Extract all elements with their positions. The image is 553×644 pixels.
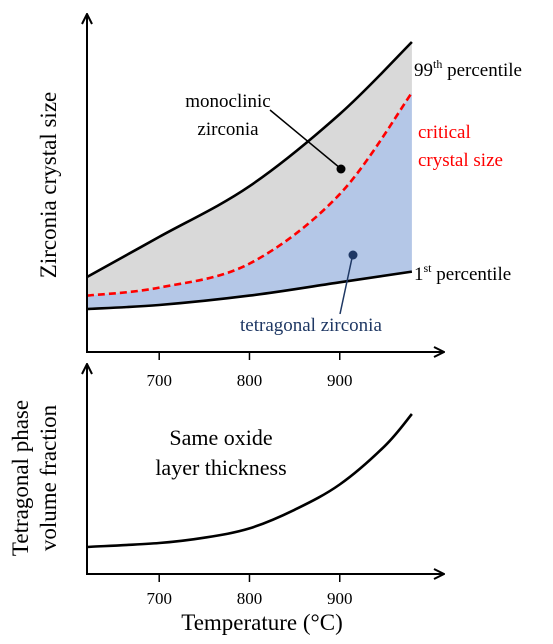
monoclinic-pointer: [269, 109, 341, 169]
label-1st-percentile: 1st percentile: [414, 261, 511, 285]
label-critical-line1: critical: [418, 122, 471, 143]
series-critical-crystal-size-line: [86, 91, 413, 297]
top-x-tick-label-700: 700: [146, 371, 172, 390]
label-99th-percentile: 99th percentile: [414, 57, 522, 81]
label-tetragonal-zirconia: tetragonal zirconia: [240, 315, 382, 336]
label-monoclinic-line2: zirconia: [197, 119, 259, 140]
series-tetragonal-fraction-line: [86, 413, 413, 549]
series-1st-percentile-line: [86, 270, 413, 311]
top-chart: 700 800 900 Zirconia crystal size 99th p…: [36, 14, 522, 390]
bottom-chart: 700 800 900 Tetragonal phase volume frac…: [8, 364, 444, 635]
bottom-x-tick-label-900: 900: [327, 589, 353, 608]
annotation-line2: layer thickness: [155, 455, 286, 480]
bottom-y-axis-title-line2: volume fraction: [36, 404, 61, 551]
annotation-line1: Same oxide: [169, 425, 272, 450]
tetragonal-pointer-dot: [348, 250, 358, 260]
top-x-tick-label-800: 800: [237, 371, 263, 390]
tetragonal-band: [87, 92, 412, 309]
label-monoclinic-line1: monoclinic: [185, 91, 270, 112]
bottom-y-axis-title-line1: Tetragonal phase: [8, 400, 33, 556]
label-critical-line2: crystal size: [418, 150, 503, 171]
tetragonal-pointer: [339, 257, 353, 315]
top-x-tick-label-900: 900: [327, 371, 353, 390]
bottom-x-tick-label-700: 700: [146, 589, 172, 608]
top-y-axis-title: Zirconia crystal size: [36, 92, 61, 278]
series-99th-percentile-line: [86, 41, 413, 279]
bottom-x-tick-label-800: 800: [237, 589, 263, 608]
bottom-x-axis-title: Temperature (°C): [181, 610, 342, 635]
monoclinic-pointer-dot: [336, 164, 346, 174]
